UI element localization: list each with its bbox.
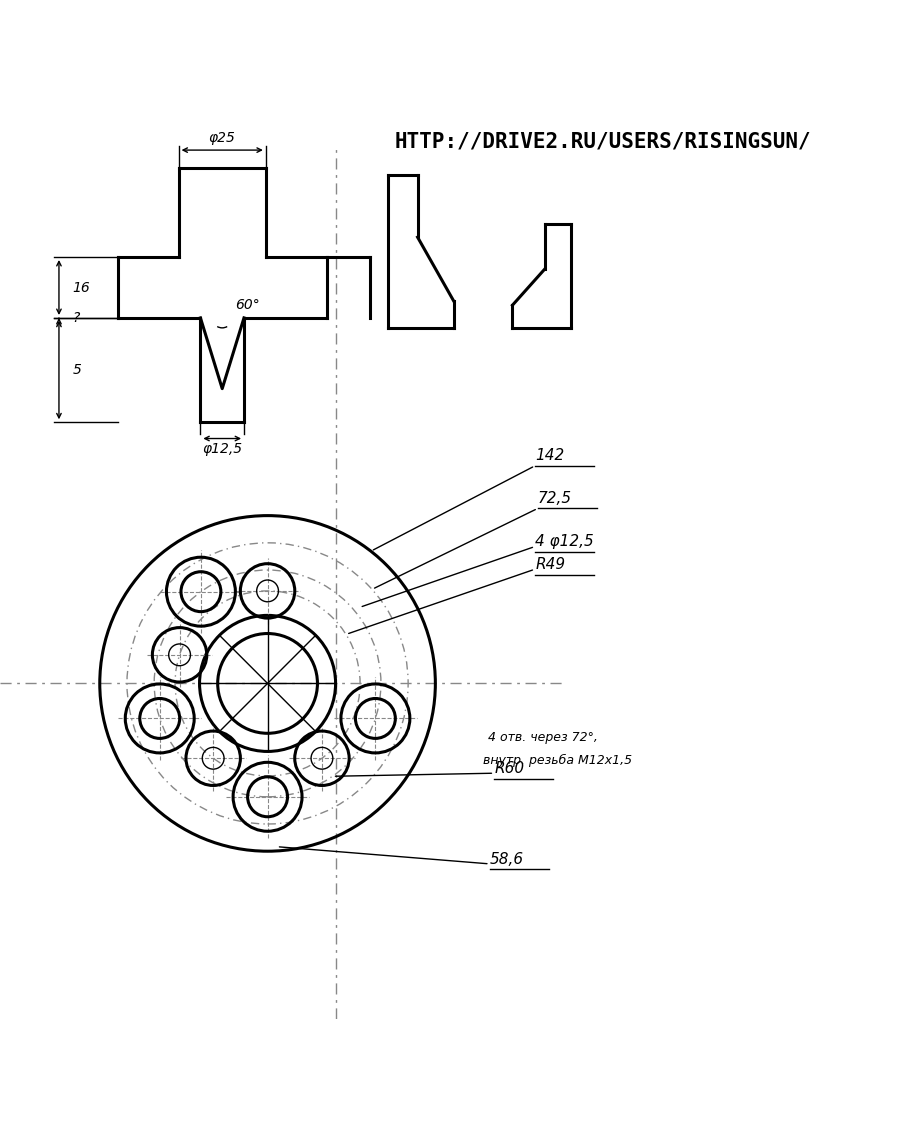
Text: R60: R60 [494, 761, 524, 776]
Text: 4 φ12,5: 4 φ12,5 [535, 534, 594, 550]
Text: 4 отв. через 72°,: 4 отв. через 72°, [488, 731, 598, 744]
Text: φ25: φ25 [209, 131, 236, 145]
Text: внутр. резьба М12х1,5: внутр. резьба М12х1,5 [483, 753, 632, 767]
Text: φ12,5: φ12,5 [202, 442, 242, 456]
Text: R49: R49 [535, 556, 565, 572]
Text: 60°: 60° [235, 299, 259, 312]
Text: HTTP://DRIVE2.RU/USERS/RISINGSUN/: HTTP://DRIVE2.RU/USERS/RISINGSUN/ [395, 132, 811, 152]
Text: 72,5: 72,5 [538, 491, 572, 506]
Text: 142: 142 [535, 448, 564, 463]
Text: 16: 16 [73, 280, 91, 294]
Text: 5: 5 [73, 363, 82, 377]
Text: ?: ? [73, 311, 80, 325]
Text: 58,6: 58,6 [490, 852, 524, 866]
